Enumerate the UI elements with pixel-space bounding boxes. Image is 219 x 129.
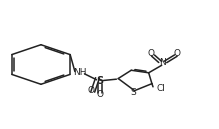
Text: N: N bbox=[159, 58, 166, 67]
Text: O: O bbox=[148, 49, 155, 58]
Text: Cl: Cl bbox=[156, 84, 165, 93]
Text: NH: NH bbox=[73, 68, 87, 77]
Text: O: O bbox=[173, 49, 180, 58]
Text: S: S bbox=[130, 88, 136, 97]
Text: O: O bbox=[88, 86, 95, 95]
Text: S: S bbox=[96, 76, 103, 86]
Text: O: O bbox=[96, 90, 103, 99]
